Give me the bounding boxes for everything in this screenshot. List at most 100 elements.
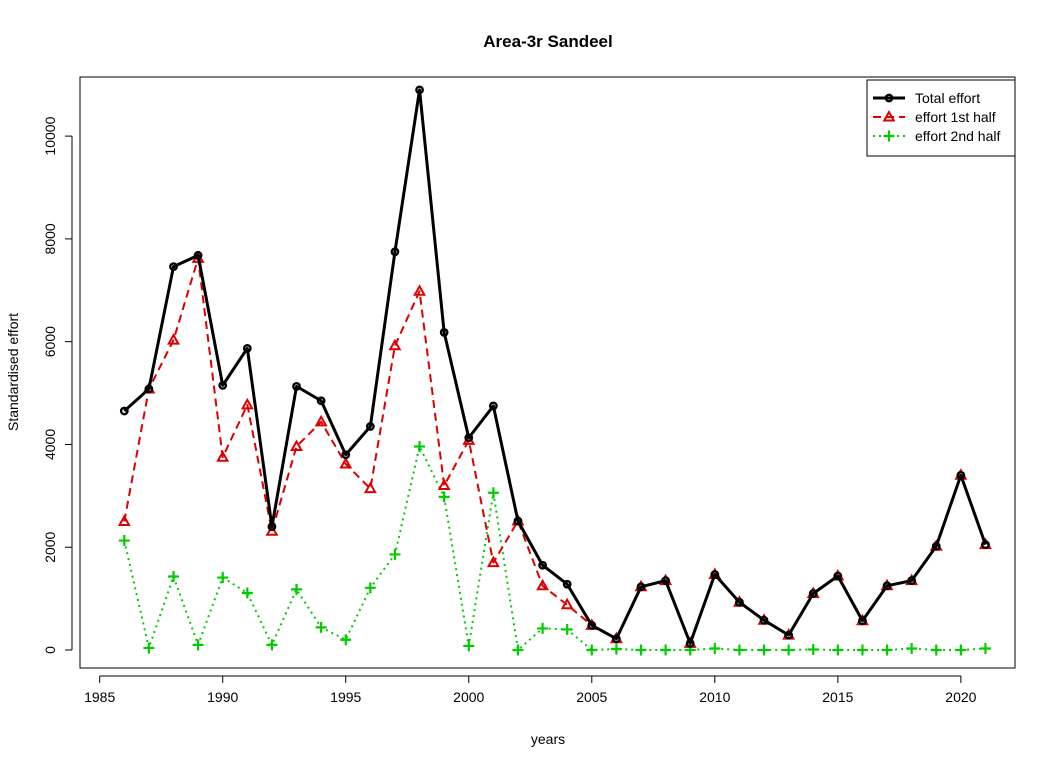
plot-area-box	[79, 76, 1016, 669]
data-point	[906, 642, 918, 654]
series-line	[123, 88, 987, 645]
data-point	[242, 343, 252, 353]
y-tick-label: 8000	[42, 223, 58, 254]
data-point	[635, 644, 647, 656]
y-axis-label: Standardised effort	[5, 313, 21, 431]
data-point	[486, 555, 500, 568]
series-line	[123, 445, 986, 652]
data-point	[291, 583, 303, 595]
series-layer	[117, 85, 992, 656]
x-tick-label: 2010	[699, 689, 730, 705]
data-point	[561, 623, 573, 635]
data-point	[560, 597, 574, 610]
data-point	[931, 541, 941, 551]
x-tick-label: 1995	[330, 689, 361, 705]
data-point	[216, 450, 230, 462]
data-point	[413, 284, 427, 296]
data-point	[487, 487, 499, 499]
data-point	[907, 576, 917, 586]
data-point	[193, 250, 203, 260]
x-tick-label: 1990	[207, 689, 238, 705]
data-point	[144, 384, 154, 394]
x-tick-label: 2005	[576, 689, 607, 705]
data-point	[390, 247, 400, 257]
data-point	[290, 439, 303, 452]
data-point	[513, 516, 523, 526]
chart-title: Area-3r Sandeel	[483, 32, 612, 51]
data-point	[807, 643, 819, 655]
data-point	[735, 597, 744, 607]
data-point	[463, 640, 475, 652]
data-point	[217, 572, 229, 584]
data-point	[587, 620, 597, 630]
data-point	[882, 581, 892, 591]
legend-item: Total effort	[873, 90, 980, 106]
y-tick-label: 2000	[42, 531, 58, 562]
data-point	[439, 328, 449, 337]
data-point	[119, 406, 129, 416]
data-point	[266, 639, 278, 651]
data-point	[784, 630, 794, 640]
data-point	[538, 560, 547, 570]
y-tick-label: 4000	[42, 429, 58, 460]
data-point	[438, 491, 450, 503]
legend-item: effort 2nd half	[873, 128, 1000, 144]
data-point	[856, 644, 868, 656]
data-point	[833, 571, 843, 581]
data-point	[464, 433, 474, 443]
legend-label: effort 1st half	[915, 109, 996, 125]
data-point	[388, 338, 402, 351]
data-point	[858, 616, 867, 626]
x-axis: 1985 1990 1995 2000 2005 2010 2015 2020	[84, 675, 977, 705]
data-point	[956, 470, 966, 480]
data-point	[710, 570, 720, 579]
legend: Total effort effort 1st half effort 2nd ha…	[866, 79, 1016, 157]
data-point	[364, 582, 376, 594]
data-point	[314, 414, 328, 427]
data-point	[832, 644, 844, 656]
data-point	[981, 540, 990, 550]
x-tick-label: 2000	[453, 689, 484, 705]
data-point	[808, 589, 818, 598]
data-point	[611, 634, 621, 644]
data-point	[636, 582, 646, 592]
series-total-effort	[119, 85, 990, 648]
data-point	[339, 456, 353, 469]
data-point	[610, 643, 622, 655]
data-point	[168, 571, 179, 583]
series-line	[123, 257, 987, 645]
data-point	[979, 642, 991, 654]
data-point	[363, 481, 377, 494]
data-point	[759, 615, 769, 625]
y-axis: 0 2000 4000 6000 8000 10000	[42, 116, 73, 654]
data-point	[955, 644, 967, 656]
y-tick-label: 10000	[42, 116, 58, 155]
data-point	[881, 644, 893, 656]
x-tick-label: 2020	[945, 689, 976, 705]
data-point	[340, 634, 352, 646]
data-point	[733, 644, 745, 656]
data-point	[117, 514, 131, 527]
data-point	[437, 478, 451, 491]
data-point	[685, 638, 695, 648]
data-point	[783, 644, 795, 656]
y-tick-label: 6000	[42, 326, 58, 357]
legend-label: Total effort	[915, 90, 980, 106]
legend-marker	[884, 93, 894, 103]
data-point	[292, 381, 301, 391]
data-point	[218, 380, 228, 390]
data-point	[414, 441, 426, 453]
data-point	[341, 450, 351, 460]
data-point	[192, 639, 204, 651]
data-point	[316, 396, 326, 406]
data-point	[169, 262, 178, 272]
data-point	[267, 522, 277, 532]
data-point	[241, 587, 253, 599]
data-point	[930, 644, 942, 656]
data-point	[488, 401, 498, 411]
data-point	[315, 621, 327, 633]
data-point	[562, 579, 572, 589]
x-tick-label: 1985	[84, 689, 115, 705]
data-point	[709, 642, 721, 654]
data-point	[240, 397, 254, 410]
